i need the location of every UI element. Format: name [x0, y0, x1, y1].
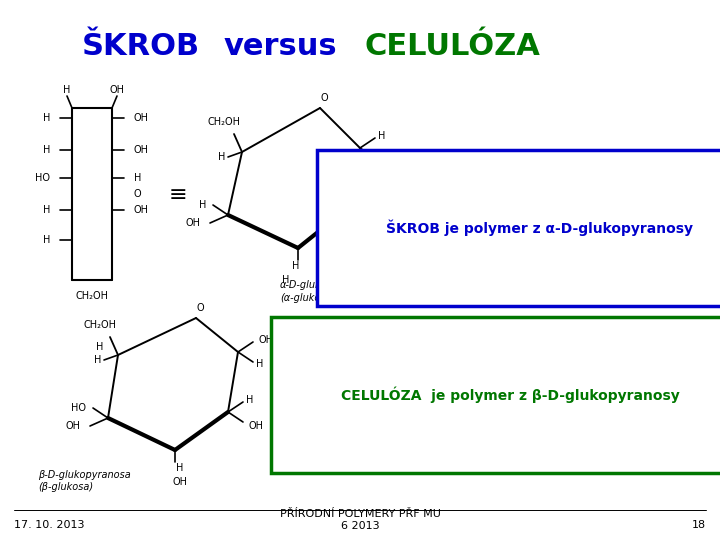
Text: (α-glukosa): (α-glukosa) [280, 293, 336, 303]
Text: H: H [96, 342, 104, 352]
Text: OH: OH [185, 218, 200, 228]
Text: OH: OH [134, 113, 149, 123]
Text: OH: OH [65, 421, 80, 431]
Text: H: H [246, 395, 253, 405]
Text: H: H [42, 205, 50, 215]
Text: H: H [366, 191, 374, 201]
Text: 17. 10. 2013: 17. 10. 2013 [14, 520, 84, 530]
Text: OH: OH [173, 477, 187, 487]
Text: OH: OH [258, 335, 274, 345]
Text: H: H [42, 145, 50, 155]
Text: O: O [134, 189, 142, 199]
Text: H: H [42, 235, 50, 245]
Text: CELULÓZA  je polymer z β-D-glukopyranosy: CELULÓZA je polymer z β-D-glukopyranosy [341, 387, 680, 403]
Text: O: O [320, 93, 328, 103]
Text: H: H [282, 275, 289, 285]
Text: β-D-glukopyranosa: β-D-glukopyranosa [38, 470, 131, 480]
Text: HO: HO [35, 173, 50, 183]
Text: versus: versus [223, 32, 337, 61]
Text: H: H [42, 113, 50, 123]
Text: H: H [63, 85, 71, 95]
Text: H: H [176, 463, 184, 473]
Text: H: H [134, 173, 141, 183]
Text: H: H [256, 359, 264, 369]
Text: 18: 18 [692, 520, 706, 530]
Text: OH: OH [109, 85, 125, 95]
Text: H: H [218, 152, 225, 162]
Text: ≡: ≡ [168, 185, 187, 205]
Text: OH: OH [380, 155, 395, 165]
Text: H: H [378, 131, 386, 141]
Text: OH: OH [134, 145, 149, 155]
Text: OH: OH [346, 231, 361, 241]
Text: CH₂OH: CH₂OH [84, 320, 117, 330]
Text: H: H [292, 261, 300, 271]
Text: H: H [199, 200, 206, 210]
Text: OH: OH [248, 421, 264, 431]
Text: H: H [94, 355, 102, 365]
Text: ŠKROB je polymer z α-D-glukopyranosy: ŠKROB je polymer z α-D-glukopyranosy [387, 220, 693, 237]
Text: α-D-glukopyranosa: α-D-glukopyranosa [280, 280, 373, 290]
Text: CH₂OH: CH₂OH [207, 117, 240, 127]
Text: CH₂OH: CH₂OH [76, 291, 109, 301]
Text: HO: HO [71, 403, 86, 413]
Text: PŘÍRODNÍ POLYMERY PŘF MU
6 2013: PŘÍRODNÍ POLYMERY PŘF MU 6 2013 [279, 509, 441, 531]
Text: CELULÓZA: CELULÓZA [365, 32, 541, 61]
Text: OH: OH [369, 217, 384, 227]
Text: OH: OH [134, 205, 149, 215]
Text: ŠKROB: ŠKROB [82, 32, 200, 61]
Text: (β-glukosa): (β-glukosa) [38, 482, 93, 492]
Text: O: O [196, 303, 204, 313]
